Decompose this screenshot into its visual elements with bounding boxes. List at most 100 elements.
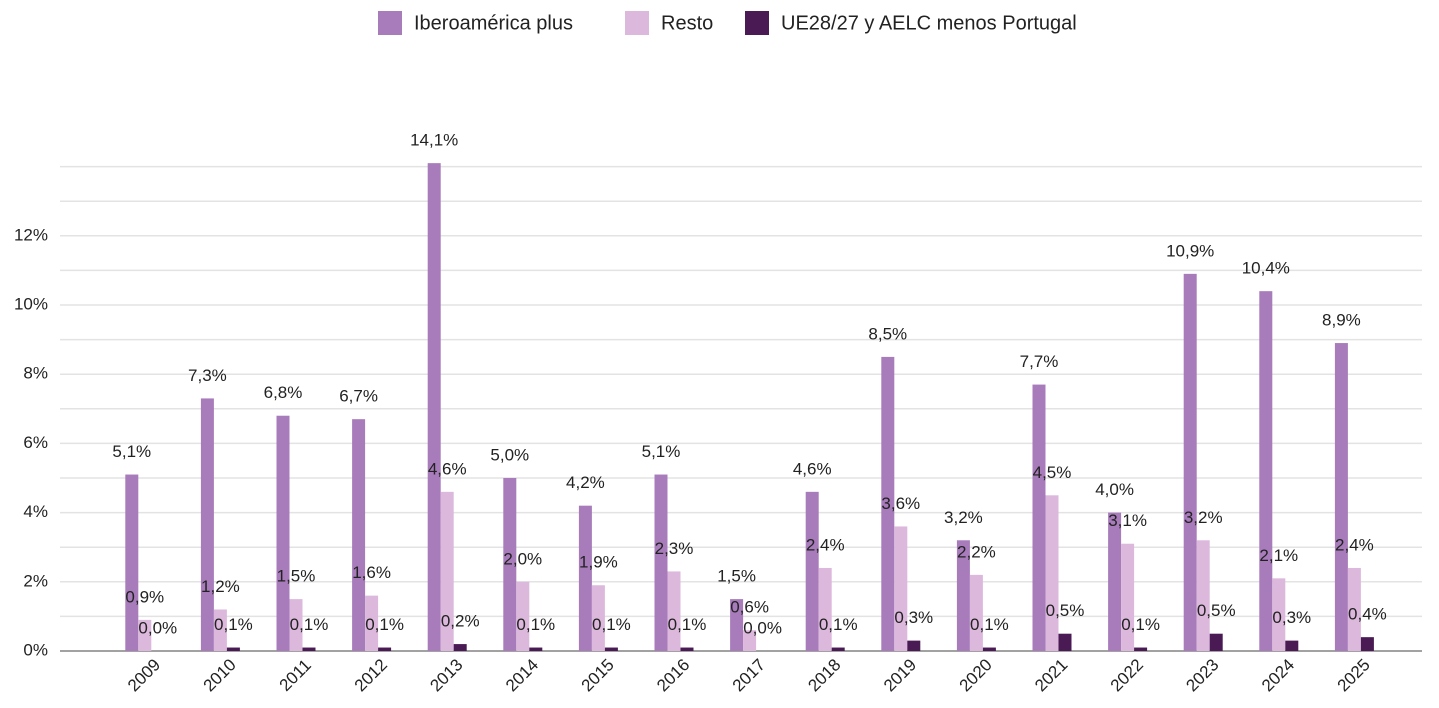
x-tick-label: 2019 bbox=[880, 655, 920, 695]
bar bbox=[125, 474, 139, 651]
data-label: 7,3% bbox=[188, 366, 227, 385]
data-label: 0,5% bbox=[1046, 601, 1085, 620]
bar bbox=[894, 526, 908, 651]
x-tick-label: 2014 bbox=[502, 655, 542, 695]
data-label: 4,6% bbox=[793, 459, 832, 478]
x-tick-label: 2023 bbox=[1182, 655, 1222, 695]
x-tick-label: 2013 bbox=[426, 655, 466, 695]
y-tick-label: 10% bbox=[14, 294, 48, 313]
bar bbox=[743, 630, 757, 651]
bar bbox=[1058, 633, 1072, 651]
data-label: 4,6% bbox=[428, 459, 467, 478]
data-label: 3,6% bbox=[881, 494, 920, 513]
bar bbox=[956, 540, 970, 651]
data-label: 2,3% bbox=[655, 539, 694, 558]
data-label: 0,1% bbox=[970, 615, 1009, 634]
bar bbox=[818, 567, 832, 651]
data-label: 10,4% bbox=[1242, 259, 1290, 278]
bar bbox=[1121, 543, 1135, 651]
legend-label: UE28/27 y AELC menos Portugal bbox=[781, 12, 1077, 34]
bar bbox=[578, 505, 592, 651]
data-label: 3,1% bbox=[1108, 511, 1147, 530]
data-label: 0,1% bbox=[290, 615, 329, 634]
legend-swatch bbox=[378, 11, 402, 35]
data-label: 0,2% bbox=[441, 612, 480, 631]
data-label: 0,5% bbox=[1197, 601, 1236, 620]
bar bbox=[516, 581, 530, 651]
bar bbox=[654, 474, 668, 651]
data-label: 2,1% bbox=[1259, 546, 1298, 565]
bar bbox=[881, 356, 895, 651]
data-label: 2,4% bbox=[1335, 535, 1374, 554]
data-label: 0,1% bbox=[1121, 615, 1160, 634]
data-label: 5,0% bbox=[490, 445, 529, 464]
legend-label: Resto bbox=[661, 12, 713, 34]
bar bbox=[1360, 637, 1374, 651]
data-label: 6,7% bbox=[339, 387, 378, 406]
data-label: 1,6% bbox=[352, 563, 391, 582]
bar bbox=[289, 599, 303, 651]
bar bbox=[1045, 495, 1059, 651]
x-tick-label: 2018 bbox=[804, 655, 844, 695]
bar bbox=[604, 647, 618, 651]
bar bbox=[667, 571, 681, 651]
bar bbox=[365, 595, 379, 651]
bar bbox=[1183, 273, 1197, 651]
bar bbox=[200, 398, 214, 651]
data-label: 6,8% bbox=[264, 383, 303, 402]
data-label: 1,5% bbox=[717, 567, 756, 586]
data-label: 0,3% bbox=[894, 608, 933, 627]
data-label: 5,1% bbox=[642, 442, 681, 461]
bar bbox=[591, 585, 605, 651]
x-tick-label: 2011 bbox=[276, 656, 315, 695]
bar bbox=[352, 419, 366, 651]
bar bbox=[805, 491, 819, 651]
y-tick-label: 6% bbox=[23, 433, 48, 452]
data-label: 0,6% bbox=[730, 598, 769, 617]
data-label: 4,0% bbox=[1095, 480, 1134, 499]
bar bbox=[1259, 291, 1273, 651]
bar bbox=[213, 609, 227, 651]
data-label: 14,1% bbox=[410, 131, 458, 150]
data-label: 10,9% bbox=[1166, 241, 1214, 260]
x-tick-label: 2021 bbox=[1031, 655, 1071, 695]
y-tick-label: 4% bbox=[23, 502, 48, 521]
x-tick-label: 2016 bbox=[653, 655, 693, 695]
data-label: 1,2% bbox=[201, 577, 240, 596]
y-tick-label: 0% bbox=[23, 640, 48, 659]
bar bbox=[1272, 578, 1286, 651]
bar bbox=[982, 647, 996, 651]
data-label: 0,0% bbox=[743, 618, 782, 637]
data-label: 0,1% bbox=[819, 615, 858, 634]
data-label: 1,5% bbox=[277, 567, 316, 586]
bar bbox=[453, 644, 467, 651]
data-label: 7,7% bbox=[1020, 352, 1059, 371]
bar bbox=[440, 491, 454, 651]
data-label: 0,1% bbox=[516, 615, 555, 634]
y-tick-label: 2% bbox=[23, 571, 48, 590]
bar bbox=[907, 640, 921, 651]
bar bbox=[1347, 567, 1361, 651]
data-label: 1,9% bbox=[579, 553, 618, 572]
data-label: 0,0% bbox=[138, 618, 177, 637]
bar bbox=[680, 647, 694, 651]
bar bbox=[831, 647, 845, 651]
data-label: 2,2% bbox=[957, 542, 996, 561]
bar bbox=[1334, 343, 1348, 651]
bar bbox=[378, 647, 392, 651]
data-label: 4,2% bbox=[566, 473, 605, 492]
data-label: 4,5% bbox=[1033, 463, 1072, 482]
x-tick-label: 2024 bbox=[1258, 655, 1298, 695]
x-tick-label: 2010 bbox=[200, 655, 240, 695]
data-label: 0,1% bbox=[365, 615, 404, 634]
x-tick-label: 2025 bbox=[1334, 655, 1374, 695]
data-label: 0,9% bbox=[125, 587, 164, 606]
bar bbox=[529, 647, 543, 651]
bar bbox=[226, 647, 240, 651]
bar bbox=[969, 574, 983, 651]
x-tick-label: 2017 bbox=[729, 655, 769, 695]
legend-swatch bbox=[625, 11, 649, 35]
data-label: 3,2% bbox=[944, 508, 983, 527]
bar bbox=[302, 647, 316, 651]
data-label: 2,4% bbox=[806, 535, 845, 554]
